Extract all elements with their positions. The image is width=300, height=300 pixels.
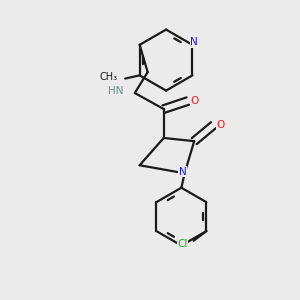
Text: O: O xyxy=(216,120,225,130)
Text: N: N xyxy=(190,37,198,47)
Text: CH₃: CH₃ xyxy=(100,72,118,82)
Text: N: N xyxy=(179,167,187,177)
Text: HN: HN xyxy=(108,86,124,96)
Text: Cl: Cl xyxy=(177,239,188,249)
Text: O: O xyxy=(191,96,199,106)
